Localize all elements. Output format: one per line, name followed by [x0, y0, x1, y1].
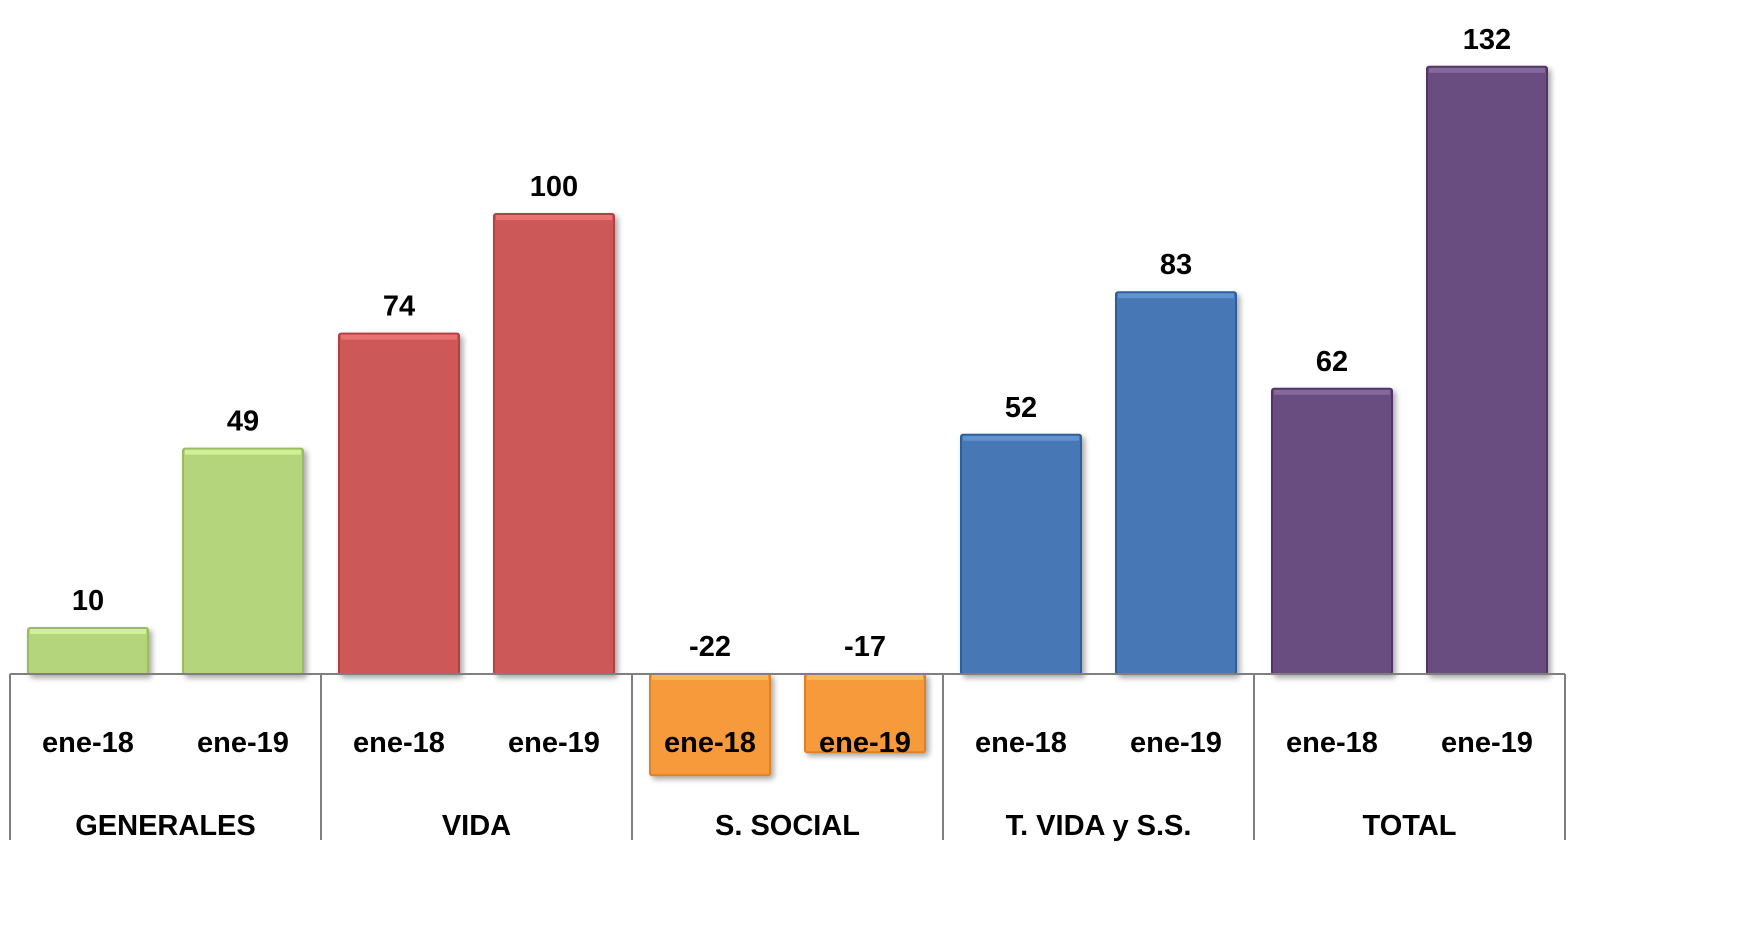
bar-highlight-1-0	[341, 334, 457, 340]
bar-highlight-4-0	[1274, 389, 1390, 395]
tick-label-1-0: ene-18	[353, 727, 445, 759]
data-label-4-0: 62	[1316, 346, 1348, 378]
tick-label-3-0: ene-18	[975, 727, 1067, 759]
group-label-4: TOTAL	[1363, 810, 1457, 842]
bar-0-1	[182, 447, 304, 675]
tick-label-0-0: ene-18	[42, 727, 134, 759]
group-label-3: T. VIDA y S.S.	[1006, 810, 1192, 842]
bar-1-1	[493, 213, 615, 675]
data-label-1-1: 100	[530, 171, 578, 203]
bar-3-0	[960, 433, 1082, 675]
group-label-0: GENERALES	[75, 810, 255, 842]
bar-highlight-2-1	[807, 675, 923, 680]
group-label-1: VIDA	[442, 810, 511, 842]
data-label-0-0: 10	[72, 585, 104, 617]
tick-label-4-1: ene-19	[1441, 727, 1533, 759]
data-label-4-1: 132	[1463, 24, 1511, 56]
tick-label-0-1: ene-19	[197, 727, 289, 759]
bar-0-0	[27, 627, 149, 675]
data-label-0-1: 49	[227, 406, 259, 438]
data-label-3-1: 83	[1160, 249, 1192, 281]
data-label-2-0: -22	[689, 631, 731, 663]
bar-2-0	[649, 673, 771, 777]
data-label-3-0: 52	[1005, 392, 1037, 424]
bar-4-0	[1271, 387, 1393, 675]
bar-1-0	[338, 332, 460, 675]
tick-label-1-1: ene-19	[508, 727, 600, 759]
group-label-2: S. SOCIAL	[715, 810, 860, 842]
tick-label-3-1: ene-19	[1130, 727, 1222, 759]
bar-highlight-2-0	[652, 675, 768, 680]
bar-highlight-0-0	[30, 629, 146, 634]
bar-highlight-0-1	[185, 449, 301, 455]
bar-highlight-3-1	[1118, 293, 1234, 299]
axis-layer	[9, 673, 1566, 840]
bar-highlight-4-1	[1429, 67, 1545, 73]
tick-label-2-1: ene-19	[819, 727, 911, 759]
bar-highlight-3-0	[963, 435, 1079, 441]
bar-highlight-1-1	[496, 215, 612, 220]
bar-3-1	[1115, 291, 1237, 675]
tick-label-4-0: ene-18	[1286, 727, 1378, 759]
data-label-2-1: -17	[844, 631, 886, 663]
data-label-1-0: 74	[383, 291, 415, 323]
tick-label-2-0: ene-18	[664, 727, 756, 759]
bar-4-1	[1426, 65, 1548, 676]
labels-layer: 10 49 74 100 -22 -17 52 83 62 132 ene-18 ene-19 GENE…	[42, 24, 1533, 842]
